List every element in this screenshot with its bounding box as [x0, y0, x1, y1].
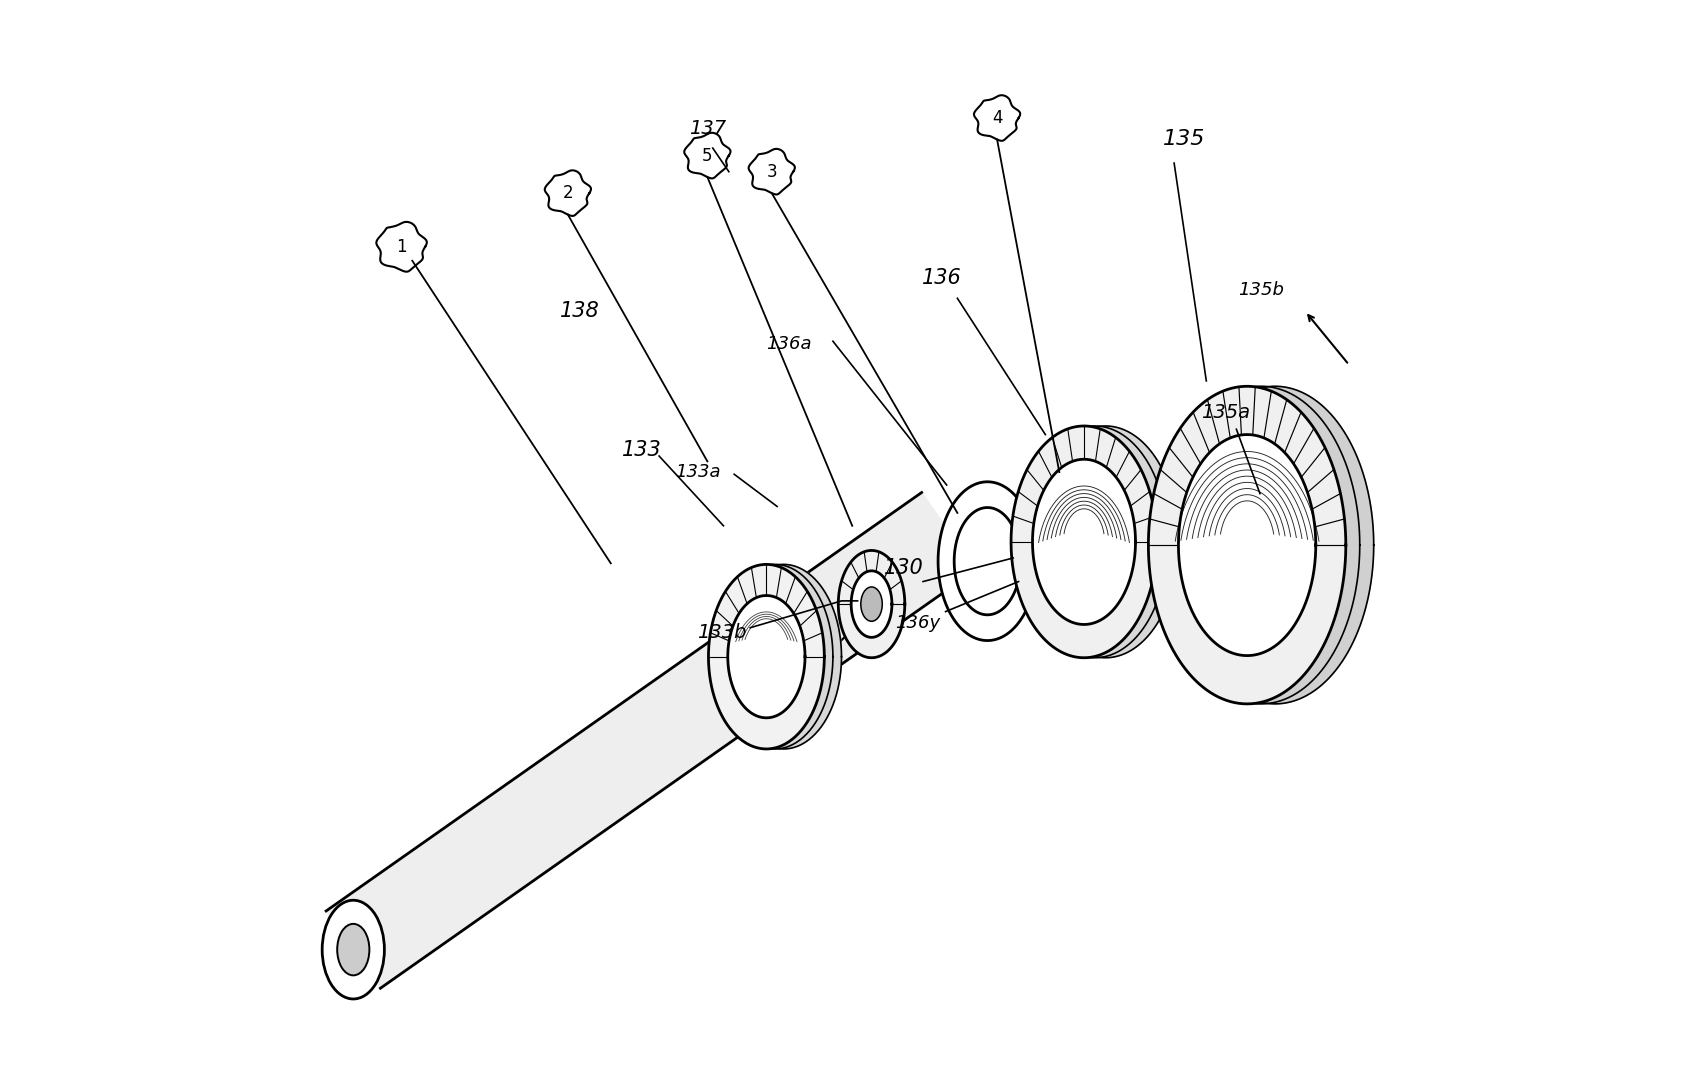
Ellipse shape: [321, 900, 383, 999]
Text: 136: 136: [922, 268, 960, 289]
Polygon shape: [954, 508, 1019, 615]
Text: 138: 138: [560, 300, 600, 321]
Text: 2: 2: [562, 185, 574, 202]
Polygon shape: [708, 564, 824, 749]
Ellipse shape: [336, 924, 368, 975]
Polygon shape: [1162, 386, 1359, 704]
Text: 133a: 133a: [674, 464, 720, 482]
Polygon shape: [1147, 386, 1346, 704]
Polygon shape: [1176, 386, 1373, 704]
Polygon shape: [937, 482, 1036, 641]
Polygon shape: [1021, 426, 1167, 658]
Polygon shape: [1031, 426, 1177, 658]
Polygon shape: [717, 564, 833, 749]
Polygon shape: [1011, 426, 1156, 658]
Polygon shape: [727, 596, 804, 718]
Text: 130: 130: [885, 558, 923, 578]
Text: 137: 137: [688, 119, 727, 138]
Text: 4: 4: [991, 109, 1002, 127]
Polygon shape: [725, 564, 841, 749]
Ellipse shape: [860, 587, 881, 621]
Text: 135b: 135b: [1238, 281, 1283, 299]
Polygon shape: [326, 493, 976, 988]
Polygon shape: [851, 571, 891, 637]
Text: 133: 133: [621, 440, 661, 460]
Text: 136a: 136a: [765, 335, 811, 353]
Text: 133b: 133b: [696, 623, 745, 643]
Text: 3: 3: [765, 163, 777, 180]
Text: 1: 1: [395, 238, 407, 255]
Polygon shape: [1031, 459, 1135, 624]
Text: 136y: 136y: [895, 614, 940, 632]
Text: 135: 135: [1162, 129, 1204, 149]
Polygon shape: [838, 550, 905, 658]
Text: 5: 5: [701, 147, 711, 164]
Text: 135a: 135a: [1201, 403, 1250, 423]
Polygon shape: [1177, 435, 1315, 656]
